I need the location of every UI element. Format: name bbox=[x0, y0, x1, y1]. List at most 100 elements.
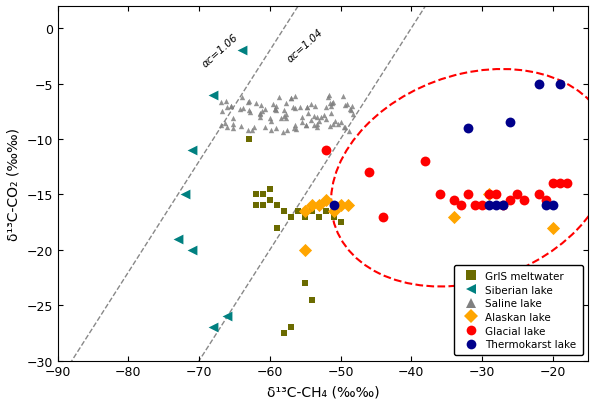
Point bbox=[506, 197, 515, 204]
Point bbox=[292, 127, 301, 133]
Point bbox=[278, 130, 288, 136]
Point bbox=[349, 111, 358, 118]
Point bbox=[534, 81, 543, 87]
Point bbox=[477, 203, 487, 209]
Point bbox=[312, 115, 321, 122]
Point bbox=[325, 101, 335, 107]
Point bbox=[327, 101, 336, 107]
Point bbox=[364, 170, 374, 176]
Point bbox=[290, 94, 299, 100]
Point bbox=[222, 125, 231, 131]
Point bbox=[323, 94, 333, 101]
Point bbox=[279, 208, 289, 215]
Point bbox=[345, 128, 354, 135]
Point bbox=[322, 147, 331, 154]
Point bbox=[470, 203, 480, 209]
Point bbox=[484, 203, 494, 209]
Point bbox=[321, 105, 331, 111]
Point bbox=[251, 100, 261, 107]
Point bbox=[300, 280, 310, 287]
Point bbox=[327, 104, 336, 110]
Point bbox=[548, 203, 558, 209]
Point bbox=[278, 114, 288, 120]
Point bbox=[315, 203, 324, 209]
Point bbox=[484, 192, 494, 198]
Point bbox=[302, 104, 311, 111]
Text: αc=1.04: αc=1.04 bbox=[286, 27, 325, 64]
Point bbox=[339, 125, 349, 131]
Point bbox=[316, 114, 325, 121]
Point bbox=[342, 101, 351, 108]
Point bbox=[260, 124, 270, 131]
Point bbox=[249, 125, 259, 131]
Point bbox=[308, 203, 317, 209]
Point bbox=[251, 203, 261, 209]
Point bbox=[226, 104, 236, 110]
Point bbox=[244, 136, 253, 143]
Point bbox=[247, 128, 256, 134]
Point bbox=[548, 181, 558, 187]
Point bbox=[340, 124, 350, 130]
Point bbox=[309, 122, 319, 128]
Point bbox=[506, 120, 515, 126]
Point bbox=[519, 197, 529, 204]
Point bbox=[256, 102, 266, 109]
Point bbox=[218, 108, 227, 115]
Point bbox=[279, 330, 289, 336]
Point bbox=[555, 181, 565, 187]
Point bbox=[255, 111, 265, 118]
Point bbox=[208, 324, 218, 331]
Point bbox=[244, 98, 253, 104]
Point bbox=[281, 112, 290, 118]
Point bbox=[286, 324, 296, 331]
Point bbox=[435, 192, 444, 198]
X-axis label: δ¹³C-CH₄ (‰‰): δ¹³C-CH₄ (‰‰) bbox=[267, 384, 379, 398]
Point bbox=[228, 121, 238, 128]
Point bbox=[303, 111, 312, 117]
Point bbox=[289, 125, 299, 132]
Point bbox=[226, 103, 236, 110]
Point bbox=[298, 120, 307, 126]
Point bbox=[223, 313, 232, 320]
Point bbox=[271, 107, 280, 113]
Point bbox=[271, 104, 280, 110]
Point bbox=[255, 111, 264, 117]
Point bbox=[512, 192, 522, 198]
Point bbox=[243, 128, 253, 134]
Point bbox=[258, 192, 268, 198]
Point bbox=[286, 96, 296, 102]
Point bbox=[328, 122, 337, 128]
Point bbox=[336, 119, 346, 126]
Point bbox=[330, 119, 340, 125]
Point bbox=[267, 118, 276, 124]
Point bbox=[290, 123, 300, 129]
Point bbox=[265, 197, 275, 204]
Point bbox=[321, 117, 330, 123]
Point bbox=[309, 113, 318, 120]
Point bbox=[325, 123, 334, 130]
Point bbox=[289, 104, 298, 111]
Point bbox=[499, 203, 508, 209]
Point bbox=[306, 101, 315, 107]
Point bbox=[499, 203, 508, 209]
Point bbox=[187, 247, 197, 254]
Point bbox=[265, 186, 275, 193]
Point bbox=[329, 214, 339, 220]
Point bbox=[274, 95, 283, 101]
Point bbox=[217, 123, 226, 129]
Point bbox=[301, 122, 311, 129]
Point bbox=[260, 107, 270, 113]
Point bbox=[236, 124, 246, 130]
Point bbox=[237, 48, 246, 54]
Point bbox=[308, 297, 317, 303]
Point bbox=[256, 115, 265, 121]
Point bbox=[336, 203, 345, 209]
Point bbox=[548, 225, 558, 231]
Point bbox=[272, 203, 281, 209]
Point bbox=[251, 192, 261, 198]
Point bbox=[311, 103, 320, 110]
Point bbox=[555, 81, 565, 87]
Point bbox=[463, 192, 472, 198]
Point bbox=[290, 105, 300, 112]
Point bbox=[319, 113, 328, 119]
